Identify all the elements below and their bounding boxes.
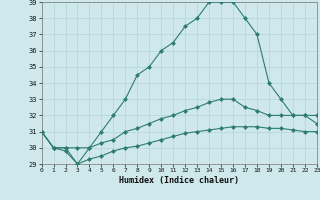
X-axis label: Humidex (Indice chaleur): Humidex (Indice chaleur): [119, 176, 239, 185]
